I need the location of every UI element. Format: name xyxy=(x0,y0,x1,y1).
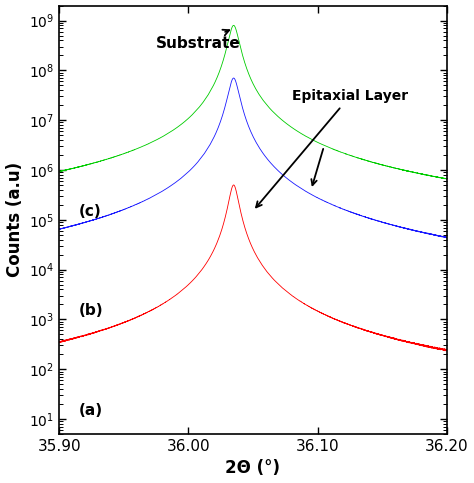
Text: Epitaxial Layer: Epitaxial Layer xyxy=(256,89,408,207)
X-axis label: 2Θ (°): 2Θ (°) xyxy=(226,459,281,477)
Text: Substrate: Substrate xyxy=(156,30,241,51)
Text: (c): (c) xyxy=(79,204,101,219)
Text: (a): (a) xyxy=(79,403,103,418)
Y-axis label: Counts (a.u): Counts (a.u) xyxy=(6,162,24,277)
Text: (b): (b) xyxy=(79,303,103,318)
